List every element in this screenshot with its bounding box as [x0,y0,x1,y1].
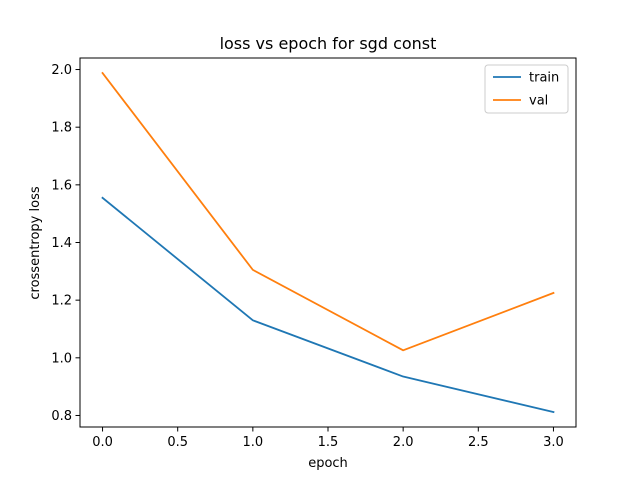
y-tick-label: 1.4 [51,236,72,251]
y-tick-label: 1.0 [51,351,72,366]
series-line-train [101,196,555,414]
y-axis-label: crossentropy loss [28,186,43,299]
y-tick-label: 1.6 [51,178,72,193]
plot-area: 0.0 0.5 1.0 1.5 2.0 2.5 3.0 0.8 1.0 1.2 1.4 1.6 1.8 2… [51,57,577,450]
chart-title: loss vs epoch for sgd const [220,34,437,53]
x-tick-label: 1.0 [243,435,264,450]
legend-label-val: val [529,94,548,109]
x-tick-label: 2.5 [468,435,489,450]
x-tick-label: 3.0 [543,435,564,450]
x-tick-label: 2.0 [393,435,414,450]
legend-label-train: train [529,71,559,86]
x-tick-label: 0.5 [167,435,188,450]
y-tick-label: 2.0 [51,63,72,78]
x-tick-label: 1.5 [318,435,339,450]
x-axis-label: epoch [308,456,348,471]
legend: train val [484,64,569,114]
y-tick-label: 0.8 [51,409,72,424]
y-tick-label: 1.8 [51,121,72,136]
y-tick-label: 1.2 [51,294,72,309]
x-tick-label: 0.0 [92,435,113,450]
series-line-val [101,71,555,352]
